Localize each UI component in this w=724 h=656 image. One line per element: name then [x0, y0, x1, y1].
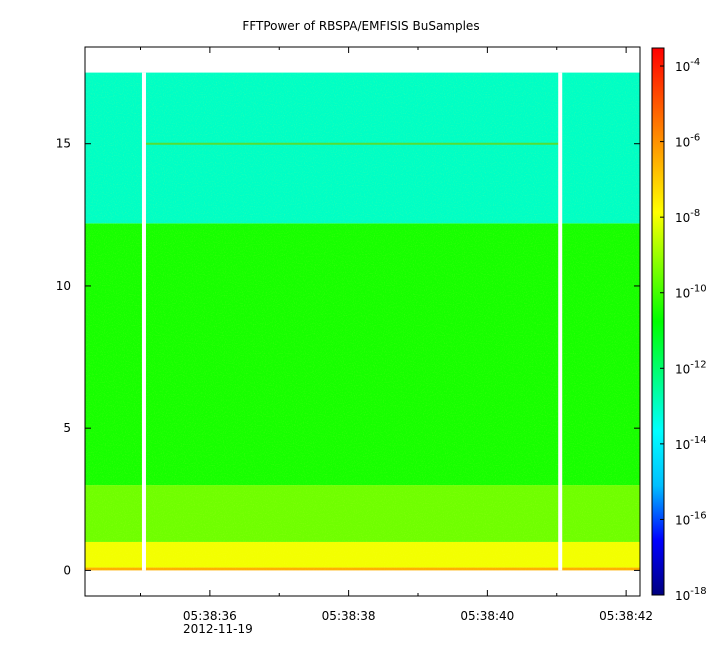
y-axis: 0 5 10 15 [56, 137, 640, 577]
plot-frame [84, 46, 641, 597]
x-axis: 2012-11-19 05:38:36 05:38:38 05:38:40 05:38… [140, 47, 653, 636]
plot-area [84, 46, 641, 597]
colorbar-ticks: 10-4 10-6 10-8 10-10 10-12 10-14 10-16 10-18 [660, 57, 707, 603]
y-tick-label: 15 [56, 137, 71, 151]
data-gap [141, 72, 146, 571]
colorbar-tick-label: 10-4 [675, 57, 700, 74]
data-gap [558, 72, 563, 571]
x-tick-label: 05:38:38 [322, 609, 376, 623]
colorbar-tick-label: 10-10 [675, 284, 707, 301]
x-tick-label: 05:38:42 [599, 609, 653, 623]
colorbar-tick-label: 10-14 [675, 435, 707, 452]
x-tick-label: 05:38:36 [183, 609, 237, 623]
x-date-label: 2012-11-19 [183, 622, 253, 636]
colorbar-tick-label: 10-6 [675, 133, 700, 150]
colorbar-tick-label: 10-12 [675, 359, 707, 376]
data-gaps [141, 72, 563, 571]
colorbar: 10-4 10-6 10-8 10-10 10-12 10-14 10-16 10-18 [651, 47, 707, 603]
colorbar-tick-label: 10-18 [675, 586, 707, 603]
x-tick-label: 05:38:40 [460, 609, 514, 623]
chart-title: FFTPower of RBSPA/EMFISIS BuSamples [242, 19, 479, 33]
colorbar-tick-label: 10-16 [675, 510, 707, 527]
colorbar-tick-label: 10-8 [675, 208, 700, 225]
spectrogram-noise-texture [85, 72, 640, 571]
y-tick-label: 10 [56, 279, 71, 293]
y-tick-label: 5 [63, 421, 71, 435]
colorbar-gradient [651, 47, 665, 596]
y-tick-label: 0 [63, 563, 71, 577]
